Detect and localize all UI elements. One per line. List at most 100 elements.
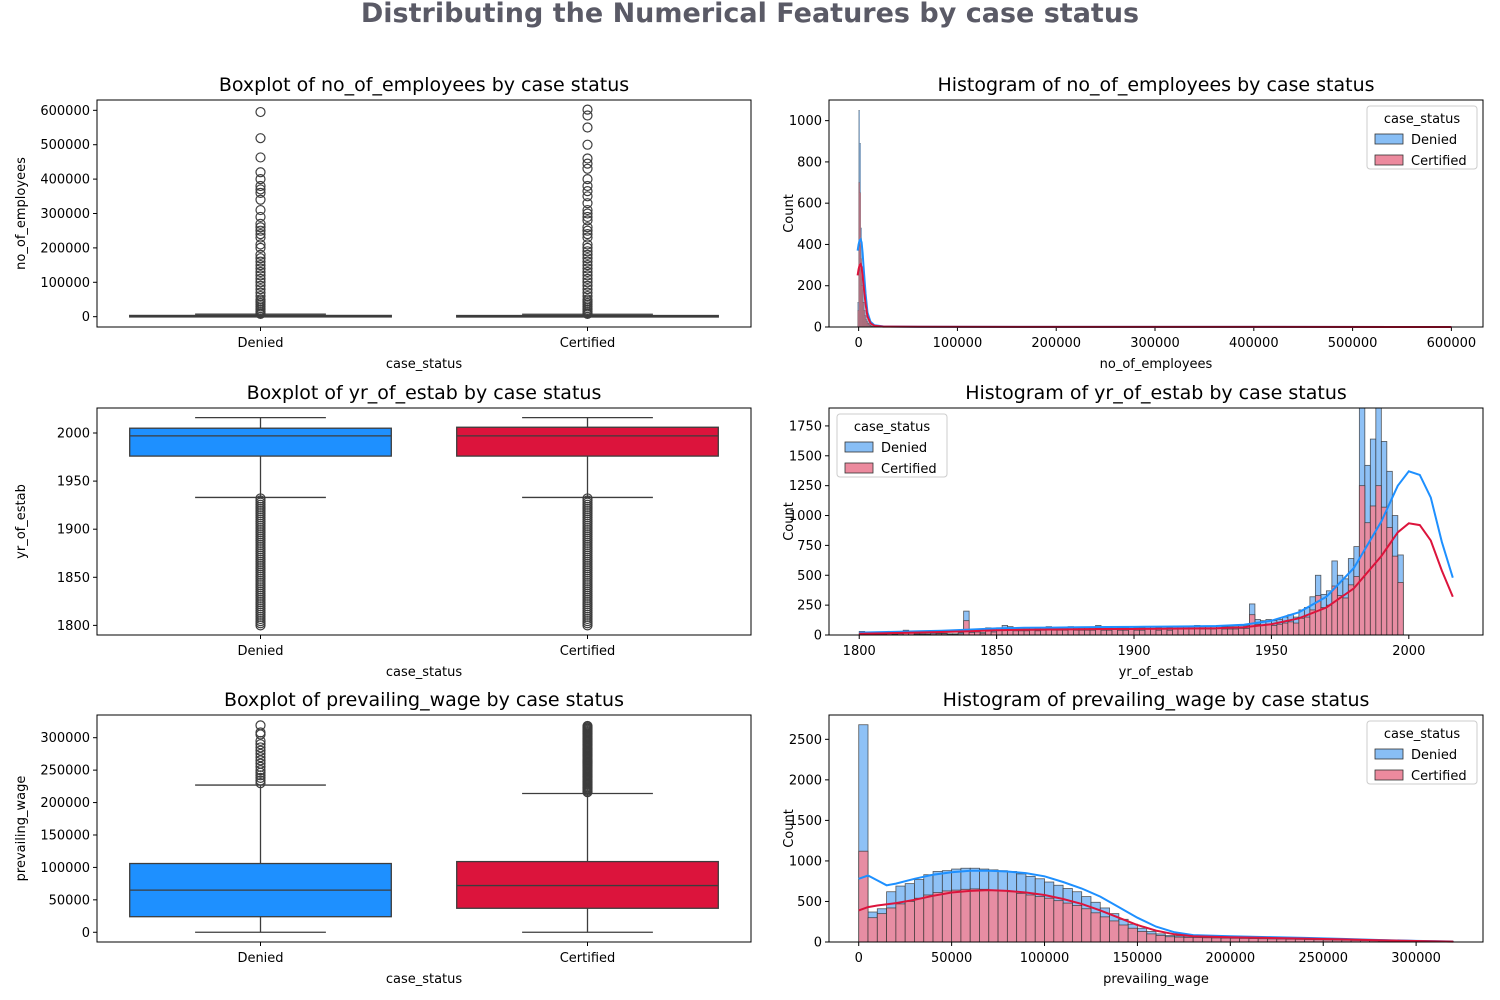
- legend-swatch: [844, 441, 874, 453]
- y-axis-label: no_of_employees: [14, 157, 29, 270]
- outlier-point: [255, 273, 266, 284]
- histogram-bar: [1029, 629, 1036, 636]
- histogram-bar: [1205, 628, 1212, 636]
- histogram-bar: [1056, 629, 1063, 636]
- outlier-point: [255, 772, 266, 784]
- subplot-title: Histogram of no_of_employees by case sta…: [937, 74, 1374, 96]
- y-tick-label: 0: [814, 321, 822, 336]
- y-tick-label: 2000: [789, 773, 822, 788]
- outlier-point: [255, 739, 266, 750]
- legend-frame: [1366, 720, 1478, 785]
- outlier-point: [255, 767, 266, 778]
- legend-frame: [1366, 105, 1478, 170]
- legend-swatch: [844, 462, 874, 474]
- histogram-bar: [1155, 935, 1166, 943]
- legend-label: Denied: [1411, 748, 1457, 763]
- outlier-point: [255, 253, 266, 264]
- y-tick-label: 150000: [40, 828, 90, 843]
- histogram-bar: [1183, 937, 1194, 943]
- histogram-bar: [1320, 607, 1327, 636]
- histogram-bar: [1260, 625, 1267, 636]
- histogram-bar: [960, 888, 971, 943]
- y-axis-label: yr_of_estab: [14, 484, 29, 559]
- boxplot-panel-4: Boxplot of prevailing_wage by case statu…: [14, 689, 752, 987]
- outlier-point: [255, 204, 266, 216]
- axes-frame: [828, 407, 1484, 636]
- histogram-bar: [1089, 629, 1096, 636]
- y-tick-label: 600: [797, 197, 822, 212]
- y-tick-label: 600000: [40, 104, 90, 119]
- outlier-point: [255, 211, 266, 223]
- histogram-bar: [1034, 630, 1041, 636]
- histogram-bar: [904, 901, 915, 943]
- histogram-bar: [1265, 623, 1272, 636]
- box-denied: [129, 416, 392, 631]
- histogram-bar: [1358, 485, 1366, 636]
- kde-line-certified: [856, 262, 1452, 328]
- histogram-bar: [1232, 628, 1239, 636]
- x-tick-label: 500000: [1328, 336, 1378, 351]
- histogram-bar: [1071, 905, 1083, 943]
- histogram-bar: [1062, 902, 1073, 943]
- outlier-point: [255, 308, 266, 320]
- x-tick-label: 300000: [1130, 336, 1180, 351]
- outlier-point: [255, 106, 266, 118]
- histogram-bar: [1172, 628, 1179, 636]
- histogram-bar: [1006, 891, 1018, 943]
- outlier-point: [582, 153, 593, 164]
- histogram-panel-1: Histogram of no_of_employees by case sta…: [782, 74, 1484, 372]
- y-tick-label: 750: [797, 539, 822, 554]
- legend: case_status Denied Certified: [1366, 105, 1478, 170]
- x-axis-label: no_of_employees: [1100, 357, 1213, 372]
- histogram-bar: [1016, 892, 1027, 943]
- histogram-bar: [969, 888, 980, 943]
- outlier-point: [255, 277, 266, 288]
- outlier-point: [255, 266, 266, 278]
- y-tick-label: 2500: [789, 733, 822, 748]
- histogram-bar: [1287, 621, 1294, 636]
- y-tick-label: 100000: [40, 861, 90, 876]
- histogram-bar: [1025, 894, 1036, 943]
- histogram-bar: [1100, 629, 1107, 636]
- outlier-point: [255, 770, 266, 781]
- legend-label: Denied: [1411, 133, 1457, 148]
- histogram-bar: [1099, 916, 1110, 943]
- axes-frame: [96, 714, 752, 943]
- x-tick-label: 200000: [1031, 336, 1081, 351]
- histogram-bar: [1210, 628, 1217, 636]
- outlier-point: [255, 775, 266, 786]
- x-axis-label: case_status: [386, 972, 463, 987]
- y-axis-label: Count: [782, 502, 797, 541]
- histogram-bar: [1174, 936, 1185, 943]
- outlier-point: [255, 752, 266, 763]
- outlier-point: [582, 225, 593, 236]
- outlier-point: [255, 239, 266, 250]
- outlier-point: [582, 104, 593, 115]
- x-tick-label: 0: [855, 951, 863, 966]
- y-tick-label: 250000: [40, 764, 90, 779]
- x-tick-label: 0: [854, 336, 862, 351]
- y-tick-label: 200000: [40, 241, 90, 256]
- figure-title: Distributing the Numerical Features by c…: [361, 0, 1139, 29]
- outlier-point: [582, 720, 593, 732]
- y-tick-label: 100000: [40, 276, 90, 291]
- histogram-bar: [1248, 938, 1259, 943]
- histogram-bar: [1084, 629, 1091, 636]
- outlier-point: [255, 270, 266, 281]
- outlier-point: [582, 139, 593, 150]
- outlier-point: [582, 493, 593, 504]
- y-tick-label: 1000: [789, 114, 822, 129]
- outlier-point: [582, 198, 593, 209]
- legend-frame: [836, 413, 948, 478]
- histogram-bar: [1133, 629, 1140, 636]
- histogram-bar: [1202, 937, 1213, 943]
- legend-title: case_status: [1384, 112, 1461, 127]
- histogram-bar: [1073, 629, 1080, 636]
- outlier-point: [582, 253, 593, 264]
- outlier-point: [582, 174, 593, 185]
- box-certified: [456, 720, 719, 933]
- histogram-bar: [867, 917, 878, 943]
- outlier-point: [255, 229, 266, 240]
- outlier-point: [582, 158, 593, 169]
